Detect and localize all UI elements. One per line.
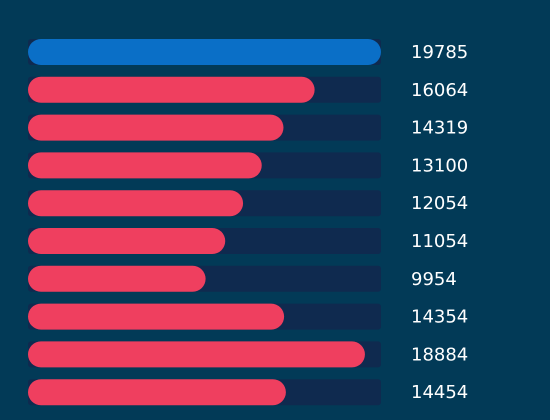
value-label: 18884 (411, 344, 468, 365)
value-label: 13100 (411, 155, 468, 176)
value-label: 14454 (411, 382, 468, 403)
bar (28, 303, 285, 330)
bar (28, 228, 226, 254)
bar (28, 341, 365, 368)
bar (28, 152, 262, 179)
value-label: 12054 (411, 193, 468, 214)
bar (28, 190, 244, 217)
value-label: 11054 (411, 231, 468, 252)
bar (28, 114, 284, 141)
value-label: 14319 (411, 118, 468, 139)
bar (28, 379, 286, 406)
value-label: 19785 (411, 42, 468, 63)
bar (28, 76, 315, 103)
value-label: 9954 (411, 269, 457, 290)
bar (28, 265, 206, 292)
bar (28, 39, 381, 65)
value-label: 16064 (411, 80, 468, 101)
value-label: 14354 (411, 307, 468, 328)
